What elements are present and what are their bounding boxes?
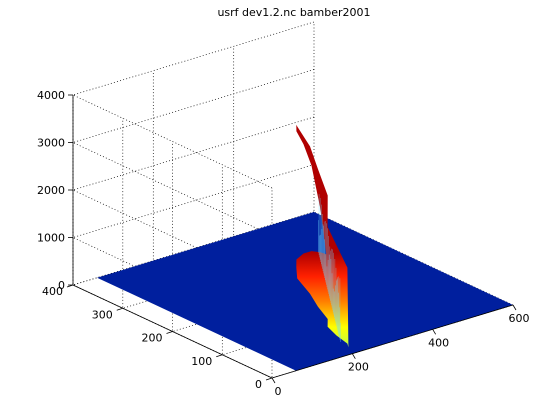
x-tick-mark (432, 329, 437, 335)
grid-line-x (152, 70, 353, 355)
y-tick-mark (265, 377, 273, 381)
z-tick-label: 1000 (37, 232, 65, 245)
y-tick-mark (216, 354, 223, 358)
x-tick-label: 0 (275, 385, 282, 398)
x-tick-mark (351, 353, 356, 359)
grid-line-z (72, 69, 315, 236)
x-tick-label: 600 (509, 312, 530, 325)
grid-line-z (72, 116, 315, 284)
chart-title: usrf dev1.2.nc bamber2001 (217, 6, 370, 19)
surface-floor (97, 212, 513, 371)
z-tick-label: 0 (58, 279, 65, 292)
y-tick-label: 200 (142, 332, 163, 345)
y-tick-label: 0 (255, 378, 262, 391)
z-tick-label: 2000 (37, 184, 65, 197)
y-tick-label: 100 (191, 355, 212, 368)
axes (66, 94, 517, 384)
grid-line-x (313, 22, 514, 306)
x-tick-mark (271, 377, 276, 384)
grid-line-z (72, 21, 315, 189)
y-tick-label: 300 (92, 308, 113, 321)
x-tick-label: 200 (348, 361, 369, 374)
x-axis-line (271, 304, 514, 379)
y-tick-mark (166, 331, 173, 334)
z-tick-label: 4000 (37, 89, 65, 102)
y-tick-mark (116, 307, 123, 311)
y-tick-label: 400 (42, 285, 63, 298)
ice-surface (296, 124, 349, 348)
x-tick-mark (512, 304, 517, 311)
grid-line-z (72, 164, 315, 331)
x-tick-label: 400 (428, 336, 449, 349)
z-tick-label: 3000 (37, 137, 65, 150)
grid-line-x (233, 46, 433, 330)
